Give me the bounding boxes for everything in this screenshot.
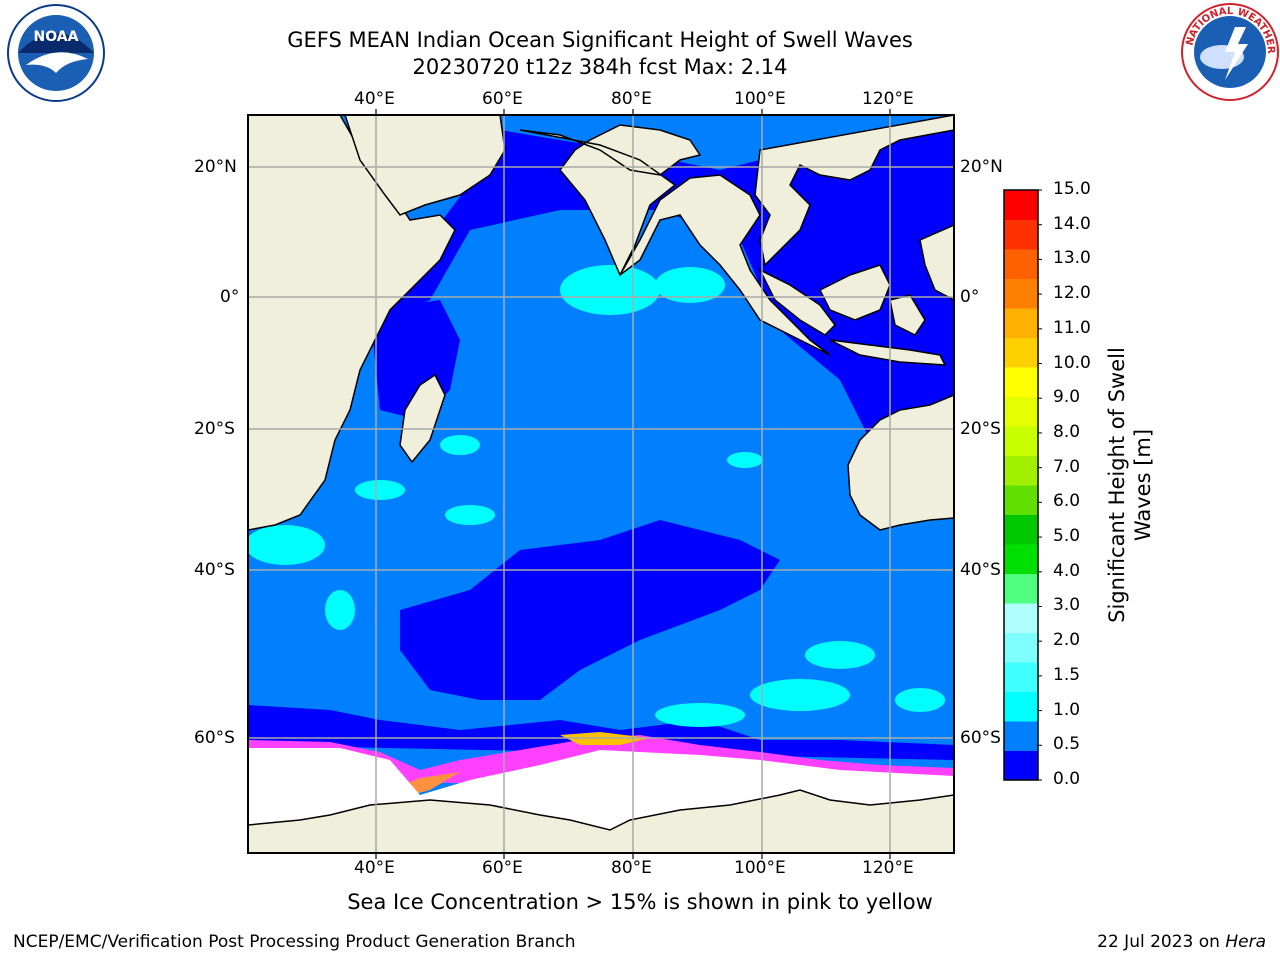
lon-label-bottom: 40°E — [354, 858, 395, 878]
higher-swell-patches — [248, 265, 945, 727]
national-weather-service-logo: NATIONAL WEATHER SERVICE — [1176, 0, 1280, 106]
low-swell-region-southern — [400, 520, 780, 700]
colorbar-segment — [1004, 426, 1038, 456]
colorbar-segment — [1004, 544, 1038, 574]
colorbar-tick-label: 11.0 — [1053, 317, 1091, 338]
colorbar-segment — [1004, 662, 1038, 692]
lon-label-bottom: 120°E — [862, 858, 914, 878]
lat-label-left: 0° — [220, 287, 240, 307]
colorbar-segment — [1004, 367, 1038, 397]
footer-credit: NCEP/EMC/Verification Post Processing Pr… — [13, 932, 576, 952]
lon-label-top: 100°E — [734, 89, 786, 109]
lon-label-top: 60°E — [482, 89, 523, 109]
colorbar-tick-label: 13.0 — [1053, 248, 1091, 269]
map-frame — [247, 114, 955, 854]
colorbar-tick-label: 1.0 — [1053, 699, 1081, 720]
low-swell-region-north — [380, 130, 954, 440]
colorbar-segment — [1004, 573, 1038, 604]
lon-label-top: 80°E — [611, 89, 652, 109]
lat-label-left: 40°S — [194, 560, 235, 580]
colorbar-tick-label: 4.0 — [1053, 560, 1081, 581]
lat-label-left: 20°S — [194, 419, 235, 439]
lat-label-right: 60°S — [960, 728, 1001, 748]
colorbar-segment — [1004, 514, 1038, 545]
colorbar-tick-label: 1.5 — [1053, 664, 1081, 685]
colorbar-frame — [1003, 189, 1039, 781]
colorbar-tick-label: 6.0 — [1053, 491, 1081, 512]
footer-host: Hera — [1225, 932, 1266, 952]
lon-label-bottom: 60°E — [482, 858, 523, 878]
noaa-logo: NOAA — [6, 3, 106, 107]
colorbar-tick-label: 3.0 — [1053, 595, 1081, 616]
colorbar-segment — [1004, 603, 1038, 633]
colorbar-segment — [1004, 485, 1038, 515]
colorbar-segment — [1004, 190, 1038, 220]
chart-subtitle: 20230720 t12z 384h fcst Max: 2.14 — [412, 55, 788, 79]
lon-label-bottom: 100°E — [734, 858, 786, 878]
graticule — [248, 115, 954, 853]
lon-label-top: 120°E — [862, 89, 914, 109]
land-masses — [248, 115, 954, 853]
colorbar-tick-label: 10.0 — [1053, 352, 1091, 373]
colorbar-segment — [1004, 750, 1038, 781]
colorbar-tick-label: 7.0 — [1053, 456, 1081, 477]
lat-label-left: 20°N — [194, 157, 237, 177]
svg-text:NOAA: NOAA — [34, 29, 79, 45]
colorbar-segment — [1004, 721, 1038, 751]
colorbar-segment — [1004, 632, 1038, 663]
colorbar-segment — [1004, 249, 1038, 279]
colorbar-tick-label: 2.0 — [1053, 630, 1081, 651]
colorbar-tick-label: 8.0 — [1053, 421, 1081, 442]
colorbar — [1003, 189, 1042, 781]
lat-label-left: 60°S — [194, 728, 235, 748]
colorbar-title: Significant Height of Swell Waves [m] — [1105, 347, 1155, 623]
colorbar-segment — [1004, 308, 1038, 338]
colorbar-tick-label: 15.0 — [1053, 179, 1091, 199]
colorbar-segment — [1004, 691, 1038, 722]
lat-label-right: 20°S — [960, 419, 1001, 439]
colorbar-segment — [1004, 396, 1038, 427]
colorbar-segment — [1004, 278, 1038, 309]
lat-label-right: 20°N — [960, 157, 1003, 177]
colorbar-tick-label: 0.0 — [1053, 769, 1081, 789]
lat-label-right: 40°S — [960, 560, 1001, 580]
chart-title: GEFS MEAN Indian Ocean Significant Heigh… — [287, 28, 913, 52]
colorbar-tick-label: 14.0 — [1053, 213, 1091, 234]
colorbar-tick-label: 12.0 — [1053, 283, 1091, 304]
colorbar-segment — [1004, 337, 1038, 368]
sea-ice-caption: Sea Ice Concentration > 15% is shown in … — [347, 890, 933, 914]
colorbar-tick-label: 5.0 — [1053, 526, 1081, 547]
lon-label-top: 40°E — [354, 89, 395, 109]
colorbar-segment — [1004, 455, 1038, 486]
colorbar-tick-label: 9.0 — [1053, 387, 1081, 408]
colorbar-tick-label: 0.5 — [1053, 734, 1081, 755]
colorbar-segment — [1004, 219, 1038, 250]
lat-label-right: 0° — [960, 287, 980, 307]
lon-label-bottom: 80°E — [611, 858, 652, 878]
footer-date: 22 Jul 2023 on Hera — [1097, 932, 1266, 952]
